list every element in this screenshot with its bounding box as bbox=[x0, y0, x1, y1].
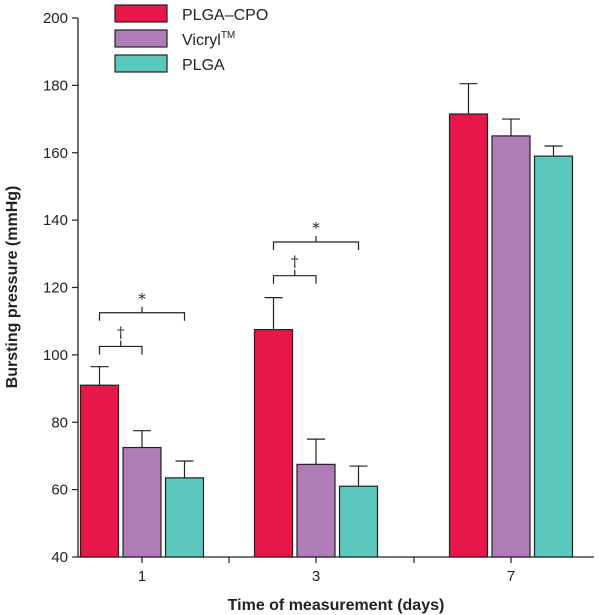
bar bbox=[253, 329, 294, 558]
significance-brackets: † * † * bbox=[98, 219, 360, 355]
bar bbox=[296, 463, 336, 558]
y-tick-label: 60 bbox=[51, 482, 68, 499]
bar-series bbox=[79, 113, 574, 558]
bar bbox=[491, 135, 531, 558]
legend-label-main: PLGA bbox=[182, 57, 225, 74]
legend-label: PLGA bbox=[182, 57, 225, 74]
bar bbox=[338, 485, 379, 558]
significance-bracket bbox=[98, 345, 143, 355]
bar bbox=[533, 155, 574, 558]
significance-mark: † bbox=[117, 323, 125, 341]
y-tick-label: 40 bbox=[51, 549, 68, 566]
legend-swatch bbox=[114, 29, 168, 48]
legend-label-main: PLGA–CPO bbox=[182, 7, 268, 24]
significance-mark: * bbox=[312, 219, 320, 237]
y-tick-label: 100 bbox=[43, 347, 68, 364]
legend-swatch bbox=[114, 4, 168, 23]
significance-bracket bbox=[98, 312, 186, 321]
legend-label-main: Vicryl bbox=[182, 32, 221, 49]
bar bbox=[164, 477, 205, 558]
x-tick-label: 7 bbox=[507, 568, 515, 585]
y-tick-label: 200 bbox=[43, 10, 68, 27]
y-tick-label: 120 bbox=[43, 280, 68, 297]
legend-label: VicrylTM bbox=[182, 30, 235, 49]
y-axis-title: Bursting pressure (mmHg) bbox=[4, 186, 21, 389]
error-bars bbox=[90, 83, 563, 487]
y-axis-ticks: 40 60 80 100 120 140 160 180 200 bbox=[43, 10, 78, 566]
bar bbox=[448, 113, 489, 558]
x-axis-ticks: 1 3 7 bbox=[138, 557, 515, 585]
x-tick-label: 3 bbox=[312, 568, 320, 585]
chart-legend: PLGA–CPO VicrylTM PLGA bbox=[114, 4, 268, 74]
y-tick-label: 160 bbox=[43, 145, 68, 162]
significance-mark: † bbox=[291, 253, 299, 271]
bar bbox=[122, 446, 162, 558]
x-axis-title: Time of measurement (days) bbox=[228, 597, 445, 614]
x-tick-label: 1 bbox=[138, 568, 146, 585]
y-tick-label: 180 bbox=[43, 77, 68, 94]
significance-bracket bbox=[272, 275, 317, 284]
legend-swatch bbox=[114, 54, 168, 73]
legend-label: PLGA–CPO bbox=[182, 7, 268, 24]
legend-label-superscript: TM bbox=[221, 30, 235, 41]
significance-bracket bbox=[272, 241, 360, 251]
significance-mark: * bbox=[138, 290, 146, 308]
y-tick-label: 80 bbox=[51, 414, 68, 431]
bar bbox=[79, 384, 120, 558]
y-tick-label: 140 bbox=[43, 212, 68, 229]
